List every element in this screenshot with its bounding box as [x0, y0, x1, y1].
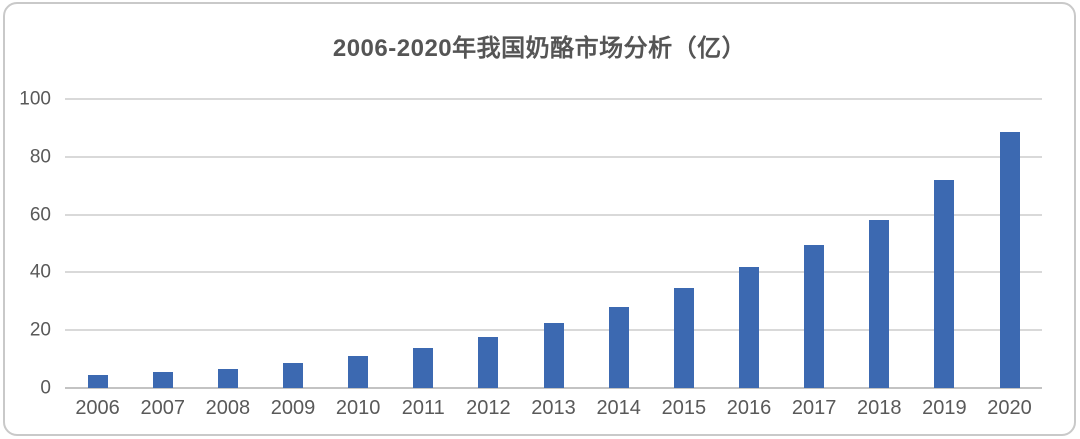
bar-slot-2015 [651, 99, 716, 388]
bar-slot-2017 [782, 99, 847, 388]
bar-slot-2006 [65, 99, 130, 388]
x-tick-label-2006: 2006 [75, 397, 120, 419]
bar-slot-2011 [391, 99, 456, 388]
x-tick-label-2016: 2016 [726, 397, 772, 419]
bar-2012 [478, 337, 499, 388]
chart-title: 2006-2020年我国奶酪市场分析（亿） [332, 35, 747, 62]
bar-slot-2007 [130, 99, 195, 388]
gridline-0 [65, 387, 1042, 389]
chart-card: 2006-2020年我国奶酪市场分析（亿） 0 20 40 60 80 100 2006 2… [3, 2, 1076, 436]
gridline-100 [65, 98, 1042, 100]
x-tick-label-2009: 2009 [270, 397, 316, 419]
bar-slot-2010 [326, 99, 391, 388]
y-tick-label-20: 20 [29, 319, 51, 341]
x-tick-label-2013: 2013 [531, 397, 576, 419]
bar-2020 [999, 132, 1020, 388]
bar-2019 [934, 179, 955, 388]
plot-area: 0 20 40 60 80 100 [19, 90, 1042, 398]
bar-slot-2013 [521, 99, 586, 388]
x-tick-label-2008: 2008 [205, 397, 251, 419]
x-axis-labels: 2006 2007 2008 2009 2010 2011 2012 2013 2014 2015… [65, 397, 1042, 420]
y-tick-label-60: 60 [29, 204, 51, 226]
bar-slot-2012 [456, 99, 521, 388]
x-tick-label-2019: 2019 [922, 397, 967, 419]
x-tick-label-2020: 2020 [987, 397, 1032, 419]
bar-2008 [217, 369, 238, 388]
x-tick-label-2007: 2007 [140, 397, 185, 419]
x-tick-label-2014: 2014 [596, 397, 641, 419]
x-tick-label-2012: 2012 [466, 397, 511, 419]
bar-2011 [413, 347, 434, 388]
bar-2006 [87, 375, 108, 388]
bar-slot-2020 [977, 99, 1042, 388]
bar-2013 [543, 322, 564, 388]
bar-slot-2009 [260, 99, 325, 388]
gridline-40 [65, 271, 1042, 274]
bars [65, 99, 1042, 388]
gridline-80 [65, 155, 1042, 158]
bar-2007 [152, 372, 173, 388]
y-tick-label-80: 80 [29, 146, 51, 168]
bar-slot-2016 [716, 99, 781, 388]
bar-2009 [282, 363, 303, 388]
x-tick-label-2015: 2015 [661, 397, 707, 419]
bar-slot-2018 [847, 99, 912, 388]
bar-2016 [738, 266, 759, 388]
x-tick-label-2011: 2011 [401, 397, 445, 419]
bar-slot-2019 [912, 99, 977, 388]
bar-2010 [348, 356, 369, 388]
y-tick-label-100: 100 [19, 88, 51, 110]
y-tick-label-0: 0 [40, 377, 51, 399]
x-tick-label-2018: 2018 [857, 397, 902, 419]
x-tick-label-2010: 2010 [335, 397, 381, 419]
bar-2017 [804, 244, 825, 388]
bar-2014 [608, 307, 629, 388]
bar-2018 [869, 220, 890, 388]
y-tick-label-40: 40 [29, 261, 51, 283]
bar-slot-2008 [195, 99, 260, 388]
x-tick-label-2017: 2017 [791, 397, 837, 419]
bar-slot-2014 [586, 99, 651, 388]
bar-2015 [673, 288, 694, 388]
gridline-60 [65, 213, 1042, 216]
